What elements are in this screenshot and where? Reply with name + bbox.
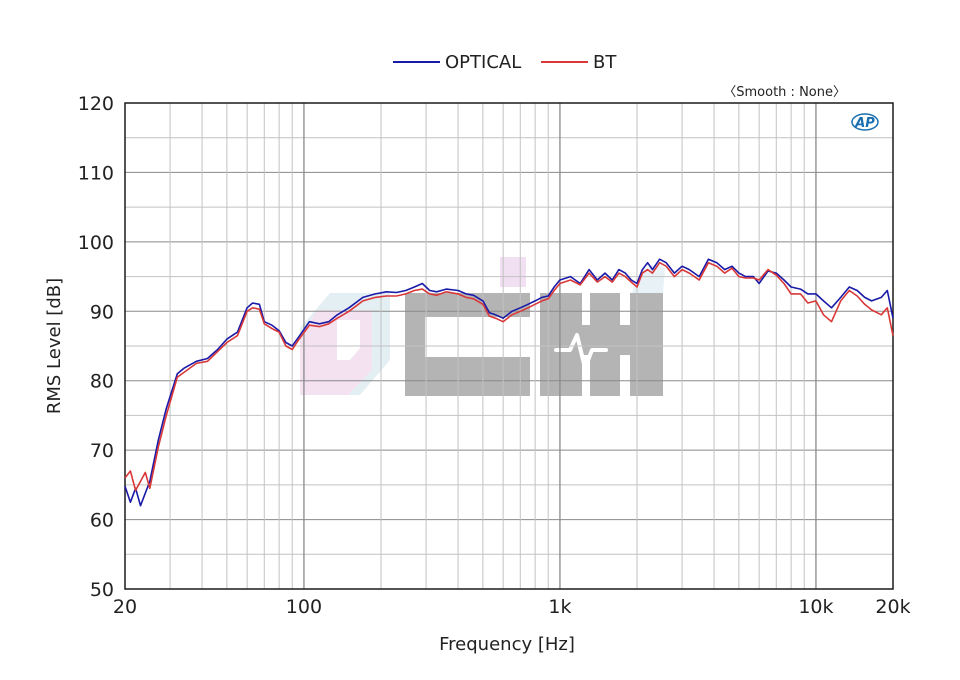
legend: OPTICAL BT (393, 52, 617, 73)
smoothing-note: 〈Smooth : None〉 (723, 85, 846, 100)
y-tick-label: 110 (78, 162, 114, 184)
series-line-optical (124, 258, 894, 507)
plot-frame (124, 102, 894, 590)
y-tick-label: 120 (78, 93, 114, 115)
x-tick-label: 20 (113, 596, 137, 618)
x-tick-labels: 20 100 1k 10k 20k (113, 596, 911, 618)
y-tick-label: 80 (90, 371, 114, 393)
y-tick-labels: 50 60 70 80 90 100 110 120 (78, 93, 114, 601)
y-tick-label: 50 (90, 579, 114, 601)
y-tick-label: 100 (78, 232, 114, 254)
series-group (124, 258, 894, 507)
x-tick-label: 20k (875, 596, 910, 618)
legend-label-bt: BT (593, 52, 617, 73)
x-tick-label: 1k (548, 596, 571, 618)
y-tick-label: 60 (90, 510, 114, 532)
ap-logo: AP (851, 113, 879, 131)
x-axis-label: Frequency [Hz] (439, 634, 575, 655)
series-line-bt (124, 261, 894, 492)
y-axis-label: RMS Level [dB] (44, 278, 65, 414)
svg-text:AP: AP (854, 116, 875, 131)
x-tick-label: 100 (286, 596, 322, 618)
y-tick-label: 70 (90, 440, 114, 462)
y-tick-label: 90 (90, 301, 114, 323)
legend-label-optical: OPTICAL (445, 52, 521, 73)
x-tick-label: 10k (798, 596, 833, 618)
grid-lines (125, 103, 893, 589)
